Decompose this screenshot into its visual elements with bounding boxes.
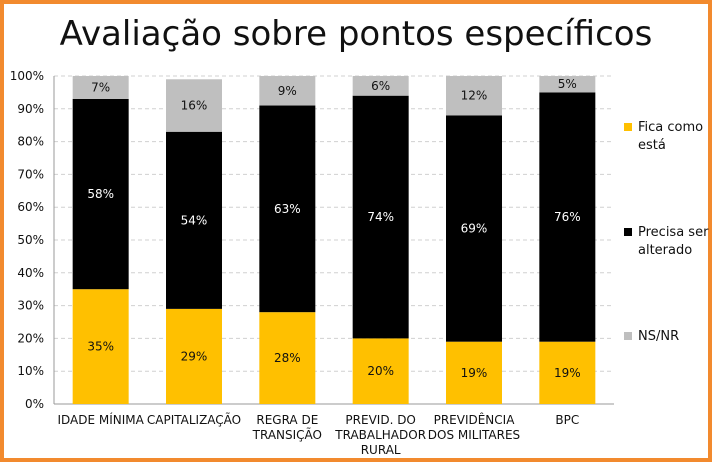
data-label: 20% [367,364,394,378]
data-label: 6% [371,79,390,93]
data-label: 7% [91,80,110,94]
y-tick-label: 20% [17,331,44,345]
x-tick-label: BPC [555,413,579,427]
legend-swatch [624,123,632,131]
bar-segment [166,79,222,132]
x-tick-label: CAPITALIZAÇÃO [147,412,241,427]
data-label: 76% [554,210,581,224]
data-label: 35% [87,340,114,354]
y-tick-label: 10% [17,364,44,378]
y-tick-label: 30% [17,299,44,313]
bar-segment [259,76,316,106]
x-tick-label: REGRA DE TRANSIÇÃO [252,413,322,442]
x-tick-label: IDADE MÍNIMA [57,412,144,427]
bar-segment [446,76,502,116]
y-tick-label: 100% [10,69,44,83]
bar-segment [72,289,129,404]
bar-segment [166,308,222,404]
data-label: 19% [461,366,488,380]
data-label: 58% [87,187,114,201]
bar-segment [166,131,222,309]
y-tick-label: 90% [17,102,44,116]
data-label: 12% [461,89,488,103]
data-label: 69% [461,222,488,236]
data-label: 19% [554,366,581,380]
y-tick-label: 60% [17,200,44,214]
bar-segment [446,341,502,404]
x-tick-label: PREVIDÊNCIA DOS MILITARES [428,412,520,442]
data-label: 63% [274,202,301,216]
bar-segment [539,92,596,342]
legend-label: NS/NR [638,329,679,344]
bar-segment [352,95,409,339]
chart-title: Avaliação sobre pontos específicos [59,14,653,54]
y-tick-label: 80% [17,135,44,149]
data-label: 54% [181,213,208,227]
legend-label: Precisa ser alterado [638,225,709,258]
bar-segment [446,115,502,342]
y-tick-label: 40% [17,266,44,280]
legend-swatch [624,228,632,236]
legend-label: Fica como está [638,120,703,153]
bar-segment [352,338,409,404]
bar-segment [352,76,409,96]
data-label: 28% [274,351,301,365]
data-label: 16% [181,99,208,113]
x-tick-label: PREVID. DO TRABALHADOR RURAL [334,413,426,457]
bar-segment [539,76,596,93]
y-tick-label: 50% [17,233,44,247]
bar-segment [259,312,316,404]
data-label: 5% [558,77,577,91]
bar-segment [259,105,316,313]
y-tick-label: 70% [17,167,44,181]
data-label: 29% [181,349,208,363]
data-label: 74% [367,210,394,224]
y-tick-label: 0% [25,397,44,411]
bar-segment [539,341,596,404]
legend-swatch [624,332,632,340]
data-label: 9% [278,84,297,98]
bar-segment [72,76,129,99]
bar-segment [72,98,129,290]
